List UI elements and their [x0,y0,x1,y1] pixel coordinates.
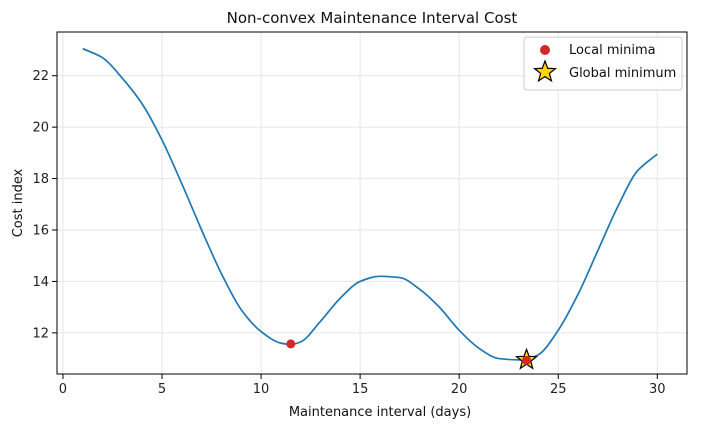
x-tick-label: 5 [158,382,166,397]
x-tick-label: 20 [451,382,468,397]
legend-global-minimum-label: Global minimum [569,66,676,81]
y-axis: 12 14 16 18 20 22 [32,69,57,341]
x-axis-label: Maintenance interval (days) [289,405,471,420]
series-layer [82,47,658,361]
y-tick-label: 12 [32,326,49,341]
x-tick-label: 30 [649,382,666,397]
y-axis-label: Cost index [11,168,26,237]
legend-local-minima-marker [540,45,550,55]
global-minimum-point [522,355,532,365]
chart-title: Non-convex Maintenance Interval Cost [227,9,518,27]
y-tick-label: 14 [32,275,49,290]
legend-local-minima-label: Local minima [569,43,656,58]
x-tick-label: 0 [59,382,67,397]
legend-global-minimum-marker [532,59,558,83]
cost-curve-line [82,47,658,361]
x-tick-label: 10 [253,382,270,397]
x-tick-label: 15 [352,382,369,397]
legend: Local minima Global minimum [523,36,683,91]
plot-frame [56,31,688,375]
y-tick-label: 22 [32,69,49,84]
legend-box [523,36,683,91]
local-minimum-point [286,339,296,349]
x-tick-label: 25 [550,382,567,397]
y-tick-label: 18 [32,172,49,187]
marker-layer [286,339,539,370]
x-axis: 0 5 10 15 20 25 30 [59,374,666,397]
y-tick-label: 20 [32,121,49,136]
y-tick-label: 16 [32,224,49,239]
